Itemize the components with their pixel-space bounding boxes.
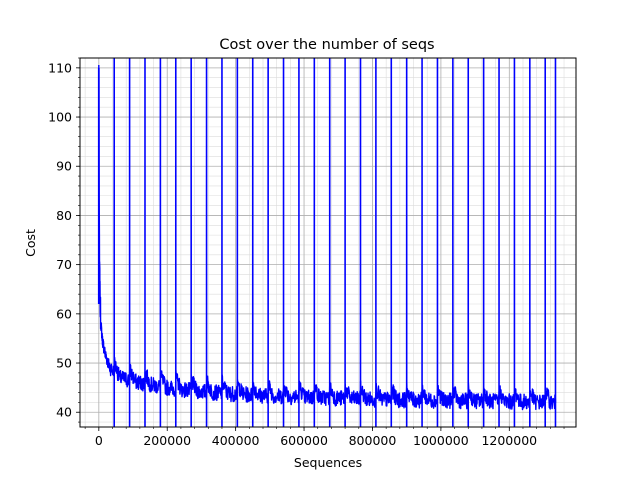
x-tick-label: 1200000 xyxy=(481,433,537,448)
cost-line xyxy=(98,64,557,411)
major-grid xyxy=(80,58,576,427)
axis-ticks xyxy=(76,57,565,431)
y-tick-label: 80 xyxy=(56,208,72,223)
epoch-boundary-lines xyxy=(113,58,557,427)
x-tick-label: 1000000 xyxy=(413,433,469,448)
y-axis-label: Cost xyxy=(23,229,38,257)
y-tick-label: 90 xyxy=(56,159,72,174)
y-tick-label: 60 xyxy=(56,306,72,321)
chart-title: Cost over the number of seqs xyxy=(219,37,434,53)
cost-series xyxy=(97,64,557,411)
y-tick-label: 70 xyxy=(56,257,72,272)
y-tick-label: 50 xyxy=(56,356,72,371)
x-tick-labels: 0 200000 400000 600000 800000 1000000 1200000 xyxy=(95,433,537,448)
y-tick-label: 40 xyxy=(56,405,72,420)
y-tick-labels: 40 50 60 70 80 90 100 110 xyxy=(48,60,72,419)
x-tick-label: 400000 xyxy=(212,433,260,448)
minor-grid xyxy=(80,57,576,427)
y-tick-label: 100 xyxy=(48,110,72,125)
plot-frame xyxy=(79,57,577,428)
x-tick-label: 600000 xyxy=(280,433,328,448)
x-tick-label: 0 xyxy=(95,433,103,448)
y-tick-label: 110 xyxy=(48,60,72,75)
x-axis-label: Sequences xyxy=(294,455,362,470)
x-tick-label: 800000 xyxy=(349,433,397,448)
x-tick-label: 200000 xyxy=(143,433,191,448)
